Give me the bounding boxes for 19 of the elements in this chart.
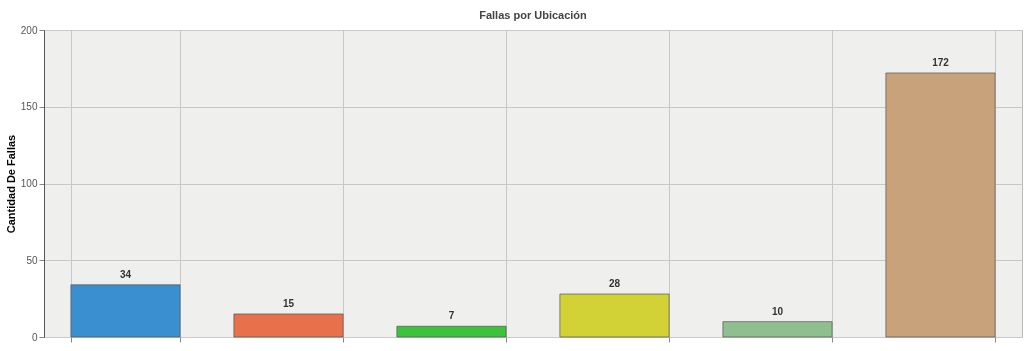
bar bbox=[396, 325, 507, 338]
y-tick-label: 150 bbox=[20, 101, 38, 113]
chart-title: Fallas por Ubicación bbox=[479, 9, 588, 21]
data-label: 28 bbox=[608, 278, 621, 290]
bar bbox=[559, 293, 670, 338]
y-tick-label: 0 bbox=[31, 331, 38, 343]
bar bbox=[233, 313, 344, 338]
bar bbox=[885, 72, 996, 338]
y-tick-label: 50 bbox=[26, 254, 38, 266]
y-axis-title: Cantidad De Fallas bbox=[4, 134, 17, 234]
data-label: 34 bbox=[119, 268, 132, 280]
data-label: 7 bbox=[448, 310, 455, 322]
y-tick-label: 100 bbox=[20, 178, 38, 189]
data-label: 10 bbox=[771, 305, 784, 317]
bar bbox=[70, 284, 181, 338]
y-tick-label: 200 bbox=[20, 24, 38, 36]
data-label: 15 bbox=[282, 297, 295, 309]
data-label: 172 bbox=[932, 56, 950, 68]
bar bbox=[722, 321, 833, 338]
